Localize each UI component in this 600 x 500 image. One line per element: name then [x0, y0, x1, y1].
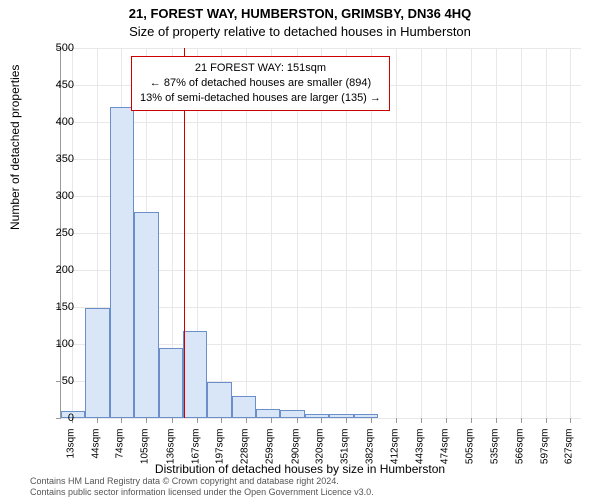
- xtick-mark: [321, 418, 322, 423]
- xtick-label: 382sqm: [365, 429, 376, 479]
- ytick-label: 500: [34, 42, 74, 54]
- y-axis-label: Number of detached properties: [8, 65, 22, 230]
- ytick-label: 300: [34, 190, 74, 202]
- plot-area: 21 FOREST WAY: 151sqm← 87% of detached h…: [60, 48, 581, 419]
- histogram-bar: [305, 414, 329, 418]
- histogram-bar: [354, 414, 378, 418]
- xtick-label: 74sqm: [115, 429, 126, 479]
- xtick-mark: [570, 418, 571, 423]
- xtick-mark: [496, 418, 497, 423]
- xtick-label: 44sqm: [90, 429, 101, 479]
- gridline-v: [521, 48, 522, 418]
- histogram-bar: [183, 331, 207, 418]
- xtick-mark: [546, 418, 547, 423]
- ytick-label: 450: [34, 79, 74, 91]
- xtick-label: 566sqm: [514, 429, 525, 479]
- xtick-label: 627sqm: [564, 429, 575, 479]
- xtick-mark: [172, 418, 173, 423]
- xtick-label: 474sqm: [440, 429, 451, 479]
- histogram-bar: [329, 414, 353, 418]
- annotation-line-2: ← 87% of detached houses are smaller (89…: [140, 76, 381, 91]
- histogram-bar: [280, 410, 304, 418]
- xtick-mark: [396, 418, 397, 423]
- xtick-label: 351sqm: [340, 429, 351, 479]
- xtick-mark: [146, 418, 147, 423]
- histogram-bar: [207, 382, 231, 418]
- histogram-bar: [256, 409, 280, 418]
- gridline-v: [546, 48, 547, 418]
- histogram-bar: [232, 396, 256, 418]
- xtick-mark: [221, 418, 222, 423]
- xtick-mark: [371, 418, 372, 423]
- xtick-label: 290sqm: [290, 429, 301, 479]
- chart-subtitle: Size of property relative to detached ho…: [0, 24, 600, 39]
- ytick-label: 0: [34, 412, 74, 424]
- xtick-label: 105sqm: [140, 429, 151, 479]
- xtick-mark: [471, 418, 472, 423]
- xtick-mark: [97, 418, 98, 423]
- ytick-label: 50: [34, 375, 74, 387]
- gridline-v: [570, 48, 571, 418]
- ytick-label: 350: [34, 153, 74, 165]
- xtick-label: 597sqm: [540, 429, 551, 479]
- xtick-mark: [246, 418, 247, 423]
- histogram-bar: [159, 348, 183, 418]
- xtick-mark: [121, 418, 122, 423]
- xtick-mark: [521, 418, 522, 423]
- ytick-label: 200: [34, 264, 74, 276]
- xtick-mark: [297, 418, 298, 423]
- xtick-mark: [446, 418, 447, 423]
- xtick-label: 535sqm: [489, 429, 500, 479]
- xtick-label: 505sqm: [465, 429, 476, 479]
- ytick-label: 150: [34, 301, 74, 313]
- xtick-mark: [197, 418, 198, 423]
- xtick-label: 412sqm: [389, 429, 400, 479]
- property-size-chart: 21, FOREST WAY, HUMBERSTON, GRIMSBY, DN3…: [0, 0, 600, 500]
- histogram-bar: [85, 308, 109, 418]
- gridline-v: [421, 48, 422, 418]
- gridline-v: [496, 48, 497, 418]
- xtick-label: 259sqm: [265, 429, 276, 479]
- xtick-label: 197sqm: [215, 429, 226, 479]
- ytick-label: 100: [34, 338, 74, 350]
- histogram-bar: [134, 212, 158, 418]
- xtick-mark: [346, 418, 347, 423]
- xtick-mark: [421, 418, 422, 423]
- xtick-label: 228sqm: [240, 429, 251, 479]
- gridline-v: [396, 48, 397, 418]
- gridline-v: [446, 48, 447, 418]
- xtick-label: 136sqm: [165, 429, 176, 479]
- xtick-label: 167sqm: [190, 429, 201, 479]
- annotation-line-1: 21 FOREST WAY: 151sqm: [140, 61, 381, 76]
- ytick-label: 400: [34, 116, 74, 128]
- ytick-label: 250: [34, 227, 74, 239]
- annotation-box: 21 FOREST WAY: 151sqm← 87% of detached h…: [131, 56, 390, 111]
- xtick-label: 443sqm: [414, 429, 425, 479]
- footer-line-2: Contains public sector information licen…: [30, 487, 374, 498]
- xtick-label: 320sqm: [315, 429, 326, 479]
- histogram-bar: [110, 107, 134, 418]
- gridline-v: [471, 48, 472, 418]
- xtick-mark: [271, 418, 272, 423]
- footer-attribution: Contains HM Land Registry data © Crown c…: [30, 476, 374, 498]
- annotation-line-3: 13% of semi-detached houses are larger (…: [140, 91, 381, 106]
- xtick-label: 13sqm: [65, 429, 76, 479]
- chart-title-address: 21, FOREST WAY, HUMBERSTON, GRIMSBY, DN3…: [0, 6, 600, 21]
